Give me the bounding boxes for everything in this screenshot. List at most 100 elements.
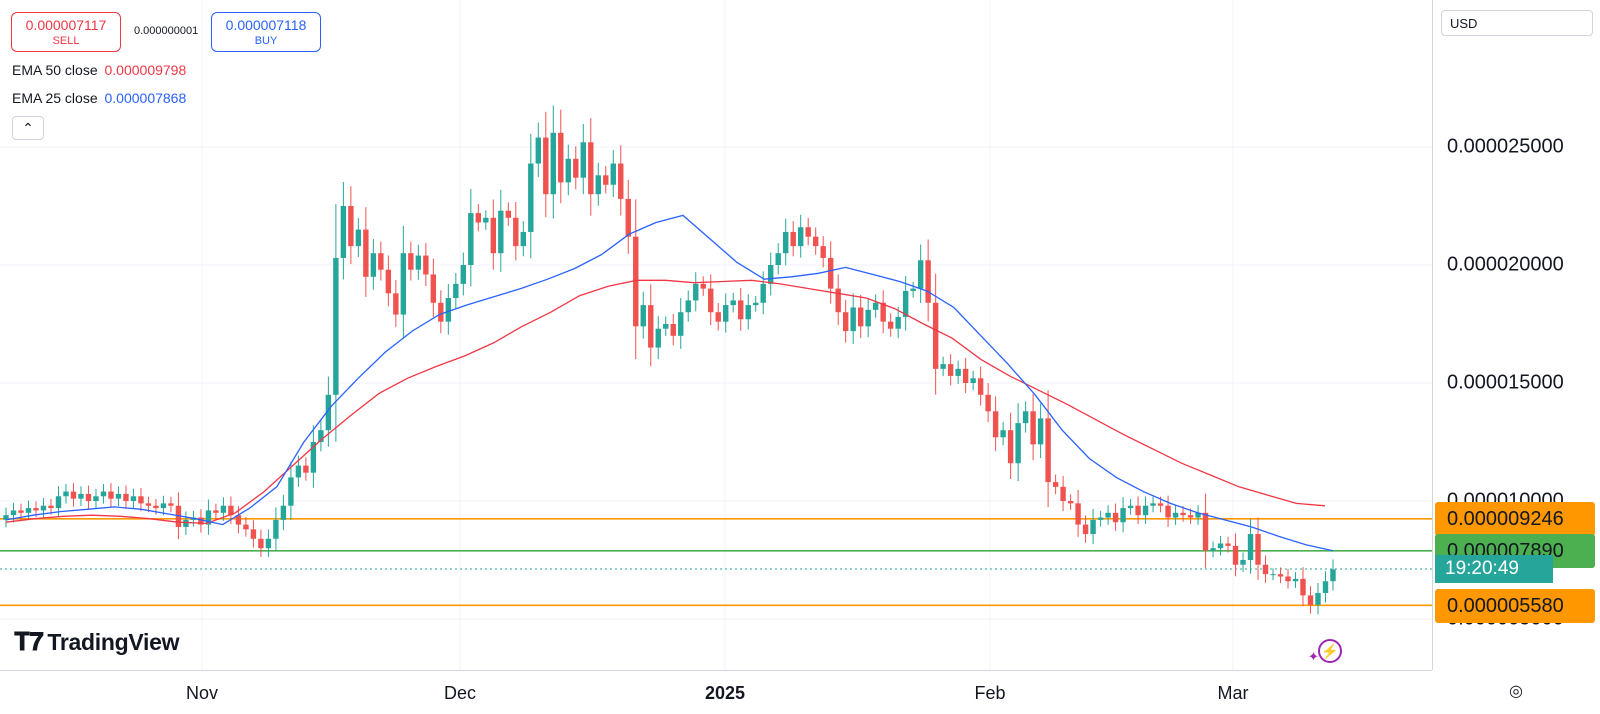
candle-body xyxy=(633,236,639,327)
price-tick: 0.000020000 xyxy=(1447,253,1564,276)
candle-body xyxy=(130,496,137,501)
candle-body xyxy=(348,206,354,247)
candle-body xyxy=(10,510,17,516)
sell-button[interactable]: 0.000007117 SELL xyxy=(11,12,121,52)
time-axis[interactable]: Nov Dec 2025 Feb Mar ◎ xyxy=(0,670,1523,714)
candle-body xyxy=(400,253,407,315)
candle-body xyxy=(430,274,437,303)
candle-body xyxy=(1255,534,1261,565)
candle-body xyxy=(1127,505,1134,509)
legend-collapse-button[interactable]: ⌃ xyxy=(12,116,44,140)
tradingview-mark-icon: 𝐓𝟕 xyxy=(14,628,44,656)
candle-body xyxy=(25,508,32,513)
candle-body xyxy=(385,269,392,294)
legend-ema25[interactable]: EMA 25 close 0.000007868 xyxy=(12,90,186,106)
candle-body xyxy=(1165,505,1171,518)
sparkle-icon: ✦ xyxy=(1308,649,1319,664)
price-chart[interactable] xyxy=(0,0,1432,670)
candle-body xyxy=(273,519,279,539)
candle-body xyxy=(48,505,54,509)
candle-body xyxy=(730,300,736,306)
candle-body xyxy=(625,198,631,237)
candle-body xyxy=(145,503,152,506)
settings-icon[interactable]: ◎ xyxy=(1509,683,1523,700)
ema50-label: EMA 50 close xyxy=(12,62,98,78)
candle-body xyxy=(78,493,84,499)
lightning-icon[interactable]: ⚡ xyxy=(1318,639,1342,663)
candle-body xyxy=(1262,564,1269,575)
candle-body xyxy=(880,302,886,322)
candle-body xyxy=(1322,581,1329,594)
candle-body xyxy=(18,510,24,513)
candle-body xyxy=(243,524,249,530)
candle-body xyxy=(663,324,669,329)
candle-body xyxy=(1330,569,1336,582)
candle-body xyxy=(812,236,819,247)
candle-body xyxy=(1187,515,1194,518)
candle-body xyxy=(265,538,272,549)
candle-body xyxy=(1315,593,1321,605)
candle-body xyxy=(745,305,751,320)
candle-body xyxy=(213,510,219,513)
candle-body xyxy=(235,515,242,525)
candle-body xyxy=(340,206,347,258)
currency-selector[interactable]: USD xyxy=(1441,10,1593,36)
candle-body xyxy=(550,132,556,195)
candle-body xyxy=(378,253,384,270)
candle-body xyxy=(768,265,774,284)
candle-body xyxy=(1240,560,1246,565)
candle-body xyxy=(970,378,976,383)
candle-body xyxy=(842,312,849,332)
candle-body xyxy=(715,312,721,322)
candle-body xyxy=(108,491,114,499)
price-axis[interactable]: USD 0.000025000 0.000020000 0.000015000 … xyxy=(1432,0,1600,670)
candle-body xyxy=(985,394,991,412)
candle-body xyxy=(678,312,684,336)
candle-body xyxy=(415,255,422,270)
candle-body xyxy=(827,257,834,289)
candle-body xyxy=(962,368,969,383)
candle-body xyxy=(1217,543,1224,549)
candle-body xyxy=(528,163,534,232)
candle-body xyxy=(955,368,961,376)
candle-body xyxy=(310,442,317,473)
candle-body xyxy=(288,477,294,506)
candle-body xyxy=(1270,574,1276,576)
buy-button[interactable]: 0.000007118 BUY xyxy=(211,12,321,52)
candle-body xyxy=(543,137,549,195)
candle-body xyxy=(655,328,661,348)
legend-ema50[interactable]: EMA 50 close 0.000009798 xyxy=(12,62,186,78)
candle-body xyxy=(1285,576,1291,582)
chevron-up-icon: ⌃ xyxy=(22,120,34,136)
candle-body xyxy=(618,163,624,199)
candle-body xyxy=(895,316,901,329)
chart-area[interactable]: 0.000007117 SELL 0.000000001 0.000007118… xyxy=(0,0,1432,670)
candle-body xyxy=(220,505,227,513)
candle-body xyxy=(685,300,691,313)
candle-body xyxy=(1135,505,1141,516)
candle-body xyxy=(33,508,39,511)
candle-body xyxy=(498,210,504,254)
candle-body xyxy=(168,503,174,506)
candle-body xyxy=(100,491,107,497)
candle-body xyxy=(198,517,204,525)
tradingview-logo[interactable]: 𝐓𝟕 TradingView xyxy=(14,628,179,657)
candle-body xyxy=(483,217,489,223)
candle-body xyxy=(1067,501,1074,504)
candle-body xyxy=(333,257,339,395)
sell-price: 0.000007117 xyxy=(25,17,107,33)
candle-body xyxy=(408,253,414,270)
candle-body xyxy=(370,253,377,277)
candle-body xyxy=(1180,512,1186,516)
candle-body xyxy=(738,300,744,320)
candle-body xyxy=(3,515,9,520)
candle-body xyxy=(790,231,796,247)
candle-body xyxy=(468,213,474,265)
ema-line xyxy=(5,279,1326,525)
candle-body xyxy=(423,255,429,275)
candle-body xyxy=(1195,512,1201,518)
candle-body xyxy=(887,321,894,329)
candle-body xyxy=(445,298,452,322)
candle-body xyxy=(1247,534,1254,560)
candle-body xyxy=(610,163,616,185)
